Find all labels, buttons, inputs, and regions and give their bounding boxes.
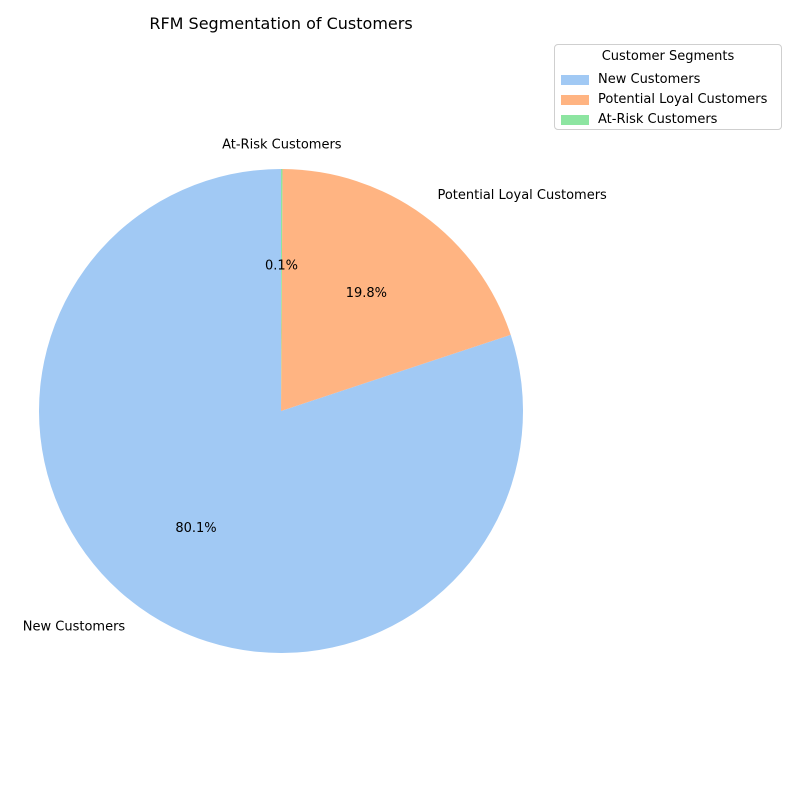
pie-slices [38, 169, 524, 653]
chart-title: RFM Segmentation of Customers [149, 14, 412, 33]
slice-percent-at-risk-customers: 0.1% [265, 258, 298, 273]
legend-label-at-risk-customers: At-Risk Customers [598, 112, 718, 127]
pie-slice-potential-loyal-customers [281, 169, 511, 411]
slice-label-new-customers: New Customers [23, 619, 126, 634]
legend-swatch-new-customers [561, 74, 589, 85]
legend-label-new-customers: New Customers [598, 72, 701, 87]
legend-label-potential-loyal-customers: Potential Loyal Customers [598, 92, 768, 107]
legend-swatch-potential-loyal-customers [561, 94, 589, 105]
legend-title: Customer Segments [601, 49, 735, 64]
pie-slice-at-risk-customers [281, 169, 283, 411]
slice-percent-potential-loyal-customers: 19.8% [346, 286, 387, 301]
pie-labels: New Customers 80.1% Potential Loyal Custom… [23, 137, 607, 634]
legend-item-potential-loyal-customers: Potential Loyal Customers [561, 91, 767, 108]
slice-label-potential-loyal-customers: Potential Loyal Customers [437, 188, 607, 203]
legend-item-new-customers: New Customers [561, 71, 700, 88]
slice-percent-new-customers: 80.1% [175, 521, 216, 536]
slice-label-at-risk-customers: At-Risk Customers [222, 137, 342, 152]
legend-item-at-risk-customers: At-Risk Customers [561, 111, 717, 128]
legend: Customer Segments New Customers Potentia… [554, 44, 782, 130]
legend-swatch-at-risk-customers [561, 114, 589, 125]
